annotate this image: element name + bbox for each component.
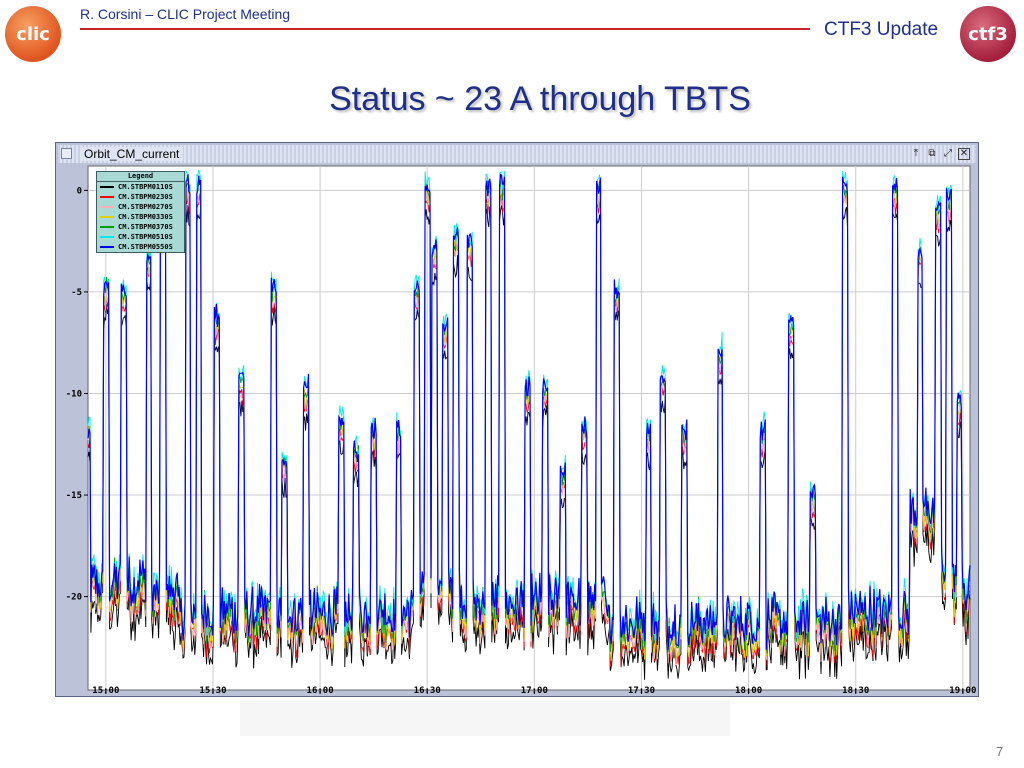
legend-swatch	[100, 246, 114, 248]
clic-logo: clic	[5, 6, 61, 62]
window-app-icon	[61, 148, 72, 159]
pin-icon[interactable]: ⤒	[913, 148, 919, 159]
x-tick-label: 17:30	[628, 686, 655, 694]
legend-label: CM.STBPM0370S	[118, 223, 173, 231]
y-tick-label: 0	[77, 186, 82, 196]
x-tick-label: 18:00	[735, 686, 762, 694]
legend-entry: CM.STBPM0110S	[97, 182, 184, 192]
y-tick-label: -5	[71, 288, 82, 298]
window-titlebar[interactable]: Orbit_CM_current ⤒ ⧉ ⤢ ✕	[58, 145, 976, 163]
slide-background-block	[240, 700, 730, 736]
legend-entry: CM.STBPM0270S	[97, 202, 184, 212]
y-tick-label: -15	[66, 491, 82, 501]
header-meeting-text: R. Corsini – CLIC Project Meeting	[80, 6, 291, 22]
chart-window: Orbit_CM_current ⤒ ⧉ ⤢ ✕ 0 -5 -10 -15 -20 15:…	[55, 142, 979, 697]
legend-swatch	[100, 186, 114, 188]
x-tick-label: 16:30	[414, 686, 441, 694]
ctf3-logo-text: ctf3	[968, 23, 1008, 45]
legend-swatch	[100, 216, 114, 218]
legend-entry: CM.STBPM0370S	[97, 222, 184, 232]
legend-entry: CM.STBPM0230S	[97, 192, 184, 202]
restore-icon[interactable]: ⧉	[928, 148, 936, 159]
x-tick-label: 19:00	[949, 686, 976, 694]
y-tick-label: -20	[66, 593, 82, 603]
legend-title: Legend	[97, 172, 184, 182]
header-divider	[80, 28, 810, 30]
maximize-icon[interactable]: ⤢	[944, 148, 952, 159]
page-number: 7	[996, 744, 1004, 759]
legend-entry: CM.STBPM0550S	[97, 242, 184, 252]
slide-title: Status ~ 23 A through TBTS	[329, 80, 751, 118]
legend-entry: CM.STBPM0510S	[97, 232, 184, 242]
series-line-CM.STBPM0550S	[87, 174, 971, 650]
x-tick-label: 15:00	[92, 686, 119, 694]
x-tick-label: 17:00	[521, 686, 548, 694]
window-title: Orbit_CM_current	[80, 147, 184, 161]
x-tick-label: 16:00	[307, 686, 334, 694]
legend-label: CM.STBPM0330S	[118, 213, 173, 221]
legend-swatch	[100, 196, 114, 198]
legend-label: CM.STBPM0110S	[118, 183, 173, 191]
x-tick-label: 15:30	[199, 686, 226, 694]
legend-swatch	[100, 206, 114, 208]
chart-legend: Legend CM.STBPM0110S CM.STBPM0230S CM.STBP…	[96, 171, 185, 253]
orbit-current-plot: 0 -5 -10 -15 -20 15:00 15:30 16:00 16:30 17:00 17:…	[66, 165, 976, 694]
legend-swatch	[100, 236, 114, 238]
header-section-text: CTF3 Update	[824, 19, 939, 40]
legend-label: CM.STBPM0510S	[118, 233, 173, 241]
legend-entry: CM.STBPM0330S	[97, 212, 184, 222]
legend-label: CM.STBPM0550S	[118, 243, 173, 251]
x-tick-label: 18:30	[842, 686, 869, 694]
y-tick-label: -10	[66, 389, 82, 399]
close-icon[interactable]: ✕	[958, 148, 970, 160]
legend-swatch	[100, 226, 114, 228]
legend-label: CM.STBPM0270S	[118, 203, 173, 211]
clic-logo-text: clic	[16, 23, 50, 45]
legend-label: CM.STBPM0230S	[118, 193, 173, 201]
ctf3-logo: ctf3	[960, 6, 1016, 62]
